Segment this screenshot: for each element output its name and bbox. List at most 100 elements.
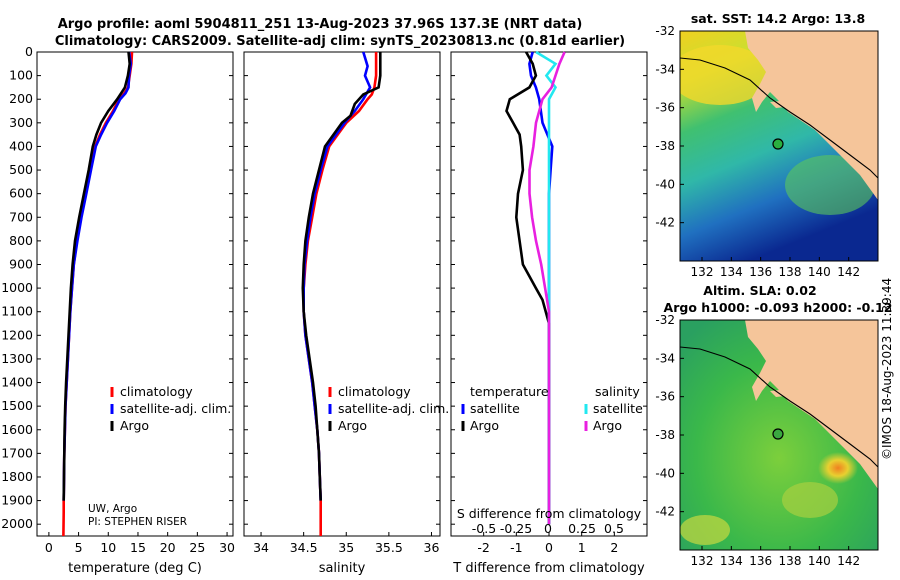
y-tick-label: 100 [9, 68, 33, 83]
x-tick-label: 5 [75, 540, 83, 555]
plot-frame [36, 51, 234, 537]
map-x-tick-label: 138 [779, 265, 802, 279]
title-line2: Climatology: CARS2009. Satellite-adj cli… [55, 34, 625, 49]
s-tick-label: 0 [544, 521, 552, 536]
sla-shelf-contour [680, 346, 878, 468]
s-tick-label: -0.25 [500, 521, 532, 536]
difference-panel: -2 -1 0 1 2 T difference from climatology temp… [450, 50, 648, 576]
map-x-tick-label: 140 [808, 554, 831, 568]
sst-shelf-contour [680, 57, 878, 179]
legend-label: satellite [470, 401, 520, 416]
y-tick-label: 900 [9, 256, 33, 271]
y-tick-label: 1600 [1, 422, 33, 437]
sla-anomaly-1 [818, 452, 858, 484]
legend-group-title: salinity [595, 384, 640, 399]
x-tick-label: 35.5 [375, 540, 403, 555]
map-y-tick-label: -34 [655, 62, 675, 76]
x-tick-label: -2 [477, 540, 489, 555]
legend-label: climatology [338, 384, 411, 399]
x-axis-label: temperature (deg C) [68, 561, 202, 576]
x-tick-label: 10 [100, 540, 116, 555]
salinity-panel: 34 34.5 35 35.5 36 salinity climatology satelli… [243, 51, 449, 576]
sla-map-ticks: 132 134 136 138 140 142 -32 -34 -36 -38 -40 -42 [655, 313, 860, 568]
legend-label: Argo [120, 418, 149, 433]
x-tick-label: -1 [510, 540, 522, 555]
sla-map-title: Altim. SLA: 0.02 [703, 283, 816, 298]
x-tick-label: 36 [424, 540, 440, 555]
map-x-tick-label: 142 [837, 265, 860, 279]
s-tick-label: 0.5 [604, 521, 624, 536]
temperature-panel: 0100200300400500600700800900100011001200… [1, 44, 235, 576]
legend-label: satellite-adj. clim. [120, 401, 231, 416]
y-tick-label: 1700 [1, 445, 33, 460]
legend-label: Argo [593, 418, 622, 433]
x-tick-label: 15 [130, 540, 146, 555]
sla-argo-marker [772, 428, 784, 440]
series-line-satellite-adj-clim- [302, 51, 372, 501]
map-y-tick-label: -40 [655, 177, 675, 191]
legend-label: climatology [120, 384, 193, 399]
s-axis-label: S difference from climatology [457, 506, 642, 521]
sla-anomaly-3 [680, 515, 730, 545]
x-tick-label: 2 [610, 540, 618, 555]
s-tick-label: -0.5 [472, 521, 496, 536]
map-x-tick-label: 134 [720, 265, 743, 279]
y-tick-label: 1400 [1, 375, 33, 390]
map-x-tick-label: 142 [837, 554, 860, 568]
legend-label: Argo [338, 418, 367, 433]
map-x-tick-label: 136 [749, 265, 772, 279]
x-tick-label: 1 [578, 540, 586, 555]
series-line-climatology [62, 51, 134, 537]
map-y-tick-label: -32 [655, 24, 675, 38]
sst-argo-marker [772, 138, 784, 150]
legend-group-title: temperature [470, 384, 549, 399]
y-tick-label: 400 [9, 138, 33, 153]
y-tick-label: 1900 [1, 493, 33, 508]
x-tick-label: 30 [219, 540, 235, 555]
sst-map: sat. SST: 14.2 Argo: 13.8 132 134 136 138 14… [655, 11, 879, 279]
series-line-satellite-adj-clim- [62, 51, 133, 501]
sst-map-ticks: 132 134 136 138 140 142 -32 -34 -36 -38 -40 -42 [655, 24, 860, 279]
map-y-tick-label: -38 [655, 139, 675, 153]
legend-label: satellite-adj. clim. [338, 401, 449, 416]
sst-land [745, 31, 878, 200]
y-tick-label: 1300 [1, 351, 33, 366]
pi-note: UW, Argo [88, 503, 137, 515]
map-x-tick-label: 132 [691, 265, 714, 279]
sla-map-subtitle: Argo h1000: -0.093 h2000: -0.12 [664, 300, 893, 315]
map-y-tick-label: -42 [655, 216, 675, 230]
x-tick-label: 34.5 [290, 540, 318, 555]
x-tick-label: 0 [545, 540, 553, 555]
y-tick-label: 200 [9, 91, 33, 106]
map-x-tick-label: 132 [691, 554, 714, 568]
map-x-tick-label: 136 [749, 554, 772, 568]
x-axis-label: salinity [319, 561, 366, 576]
y-tick-label: 1500 [1, 398, 33, 413]
map-y-tick-label: -32 [655, 313, 675, 327]
pi-note: PI: STEPHEN RISER [88, 516, 187, 528]
sst-map-title: sat. SST: 14.2 Argo: 13.8 [691, 11, 865, 26]
sst-warm-patch [680, 45, 770, 105]
map-x-tick-label: 138 [779, 554, 802, 568]
y-tick-label: 700 [9, 209, 33, 224]
y-tick-label: 800 [9, 233, 33, 248]
y-tick-label: 1200 [1, 327, 33, 342]
sla-land [745, 320, 878, 489]
legend-label: Argo [470, 418, 499, 433]
sst-green-patch [785, 155, 875, 215]
sla-anomaly-2 [782, 482, 838, 518]
map-y-tick-label: -34 [655, 351, 675, 365]
y-tick-label: 1100 [1, 304, 33, 319]
y-tick-label: 1800 [1, 469, 33, 484]
x-tick-label: 25 [189, 540, 205, 555]
map-y-tick-label: -36 [655, 101, 675, 115]
map-x-tick-label: 134 [720, 554, 743, 568]
series-line-argo [528, 51, 566, 525]
plot-frame [243, 51, 441, 537]
legend-label: satellite [593, 401, 643, 416]
x-tick-label: 0 [45, 540, 53, 555]
x-axis-label: T difference from climatology [452, 561, 645, 576]
series-line-argo [62, 51, 132, 501]
s-tick-label: 0.25 [568, 521, 596, 536]
